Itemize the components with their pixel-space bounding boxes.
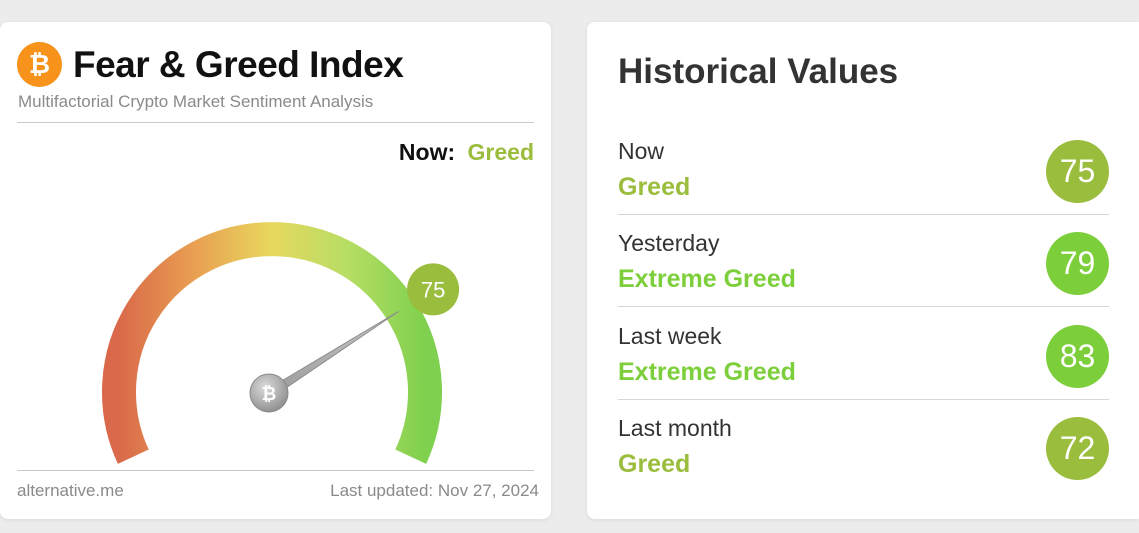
row-divider (618, 214, 1109, 215)
history-classification: Greed (618, 450, 691, 478)
row-divider (618, 399, 1109, 400)
row-divider (618, 306, 1109, 307)
history-value-badge: 79 (1046, 232, 1109, 295)
last-updated: Last updated: Nov 27, 2024 (330, 481, 539, 500)
gauge-value-badge (407, 263, 460, 316)
history-classification: Extreme Greed (618, 265, 796, 293)
history-value-badge: 83 (1046, 325, 1109, 388)
history-row-last-week: Last week Extreme Greed 83 (618, 307, 1109, 399)
now-indicator: Now: Greed (399, 139, 534, 166)
history-classification: Extreme Greed (618, 358, 796, 386)
history-label: Now (618, 138, 665, 164)
history-row-now: Now Greed 75 (618, 122, 1109, 214)
history-label: Last week (618, 323, 722, 349)
history-label: Last month (618, 415, 732, 441)
sentiment-gauge: ₿ 75 (102, 222, 460, 464)
historical-title: Historical Values (618, 52, 899, 91)
history-row-yesterday: Yesterday Extreme Greed 79 (618, 214, 1109, 306)
gauge-arc (102, 222, 442, 464)
history-value-badge: 75 (1046, 140, 1109, 203)
fear-greed-card: ₿ Fear & Greed Index Multifactorial Cryp… (0, 22, 551, 519)
gauge-hub (249, 373, 289, 413)
now-label: Now: (398, 139, 456, 165)
bitcoin-icon: ₿ (262, 384, 277, 405)
footer-divider (17, 470, 534, 471)
history-row-last-month: Last month Greed 72 (618, 399, 1109, 491)
history-classification: Greed (618, 173, 691, 201)
history-value-badge: 72 (1046, 417, 1109, 480)
historical-values-card: Historical Values Now Greed 75 Yesterday… (587, 22, 1139, 519)
bitcoin-icon: ₿ (17, 42, 62, 87)
footer-source[interactable]: alternative.me (17, 481, 124, 500)
history-label: Yesterday (618, 230, 720, 256)
index-title: Fear & Greed Index (73, 44, 404, 85)
index-subtitle: Multifactorial Crypto Market Sentiment A… (18, 92, 374, 111)
now-classification: Greed (467, 139, 534, 165)
gauge-needle (268, 310, 399, 397)
header-divider (17, 122, 534, 123)
gauge-value: 75 (421, 277, 445, 302)
